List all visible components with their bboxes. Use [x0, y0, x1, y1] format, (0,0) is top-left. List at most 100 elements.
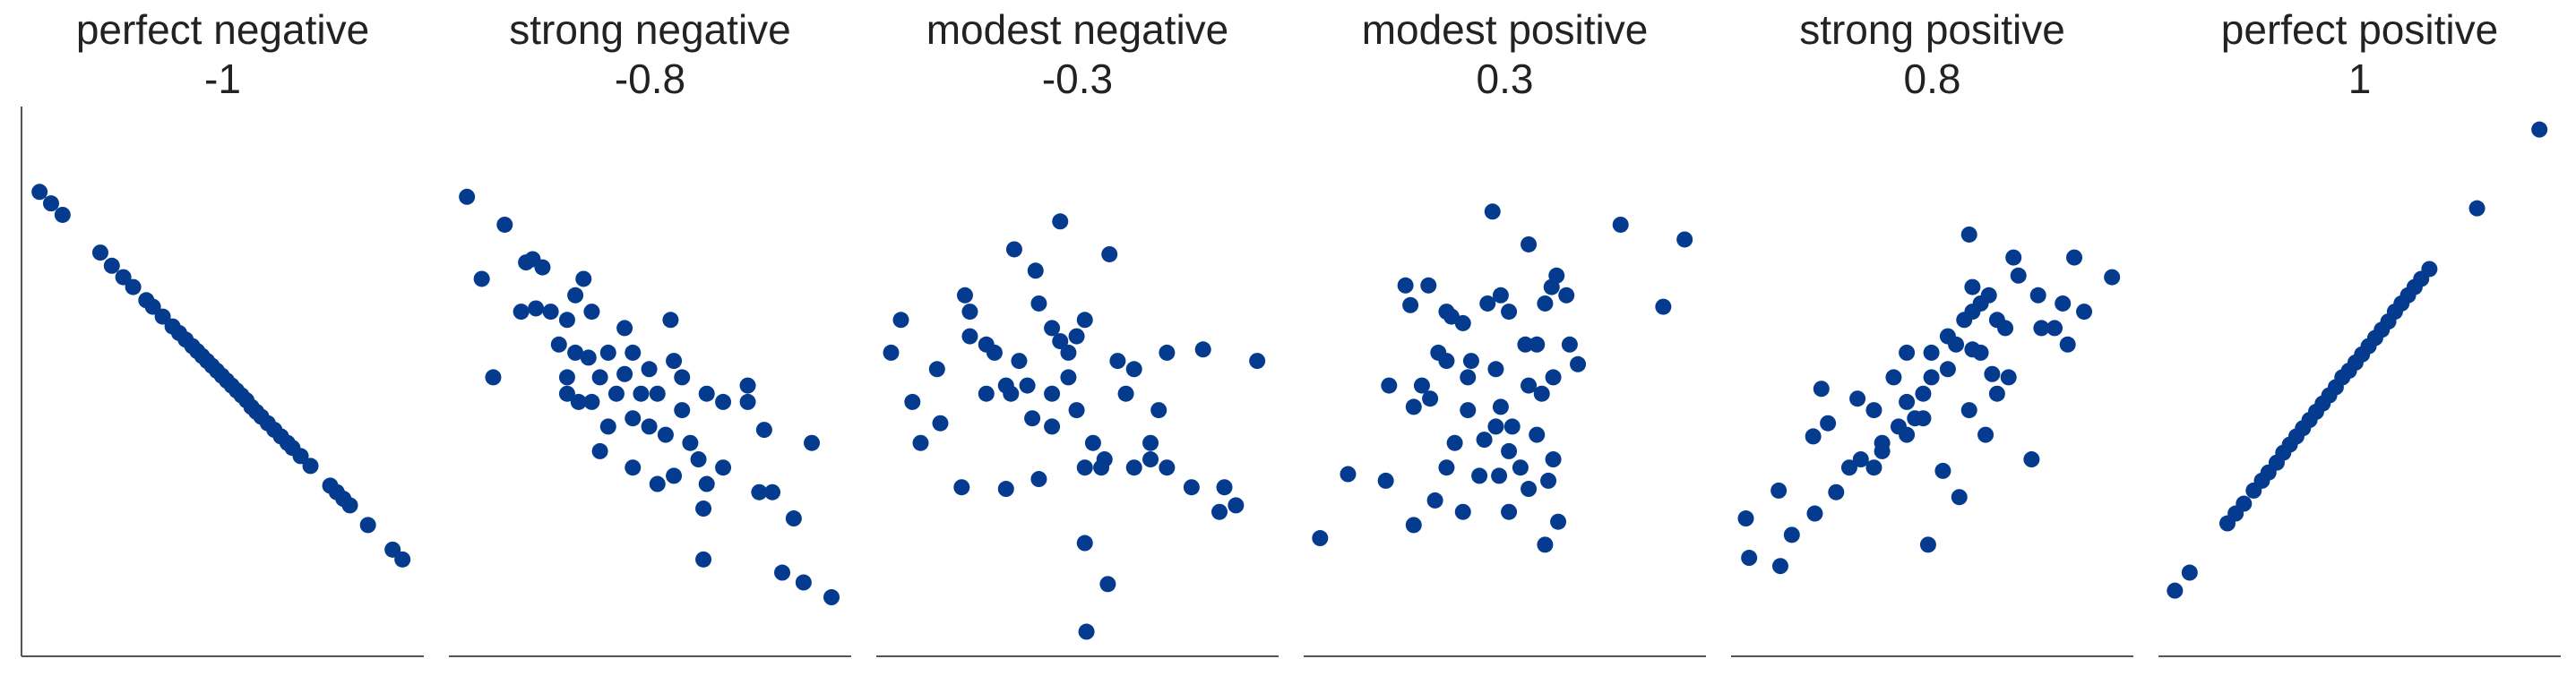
point: [1545, 369, 1562, 386]
point: [666, 467, 683, 484]
point: [1737, 510, 1754, 527]
point: [1570, 355, 1587, 372]
point: [1446, 434, 1463, 451]
point: [2046, 320, 2063, 337]
point: [1027, 262, 1044, 279]
point: [1676, 231, 1693, 248]
point: [1545, 451, 1562, 468]
point: [518, 254, 535, 271]
point: [1211, 503, 1228, 520]
point: [1024, 410, 1041, 427]
point: [1068, 328, 1085, 345]
point: [1529, 426, 1546, 443]
point: [513, 304, 530, 321]
point: [1852, 451, 1869, 468]
point: [1503, 418, 1521, 435]
point: [682, 434, 699, 451]
point: [1915, 385, 1932, 402]
point: [1060, 344, 1077, 361]
point: [1052, 333, 1069, 350]
point: [625, 459, 642, 476]
point: [785, 510, 802, 527]
point: [2468, 200, 2486, 217]
point: [1923, 369, 1940, 386]
point: [1159, 459, 1176, 476]
point: [2005, 249, 2022, 266]
point: [1919, 536, 1936, 553]
point: [473, 270, 490, 287]
point: [997, 481, 1014, 498]
point: [1044, 418, 1061, 435]
point: [1125, 459, 1142, 476]
point: [1142, 451, 1159, 468]
point: [1216, 479, 1233, 496]
point: [961, 328, 978, 345]
point: [1044, 320, 1061, 337]
point: [1125, 361, 1142, 378]
point: [1194, 341, 1211, 358]
point: [2000, 369, 2017, 386]
point: [698, 475, 715, 492]
point: [795, 574, 812, 591]
point: [1003, 385, 1020, 402]
point: [2033, 320, 2050, 337]
point: [1479, 295, 1496, 312]
panel-subtitle: -0.8: [615, 56, 685, 102]
point: [583, 393, 600, 410]
point: [1109, 353, 1126, 370]
point: [1899, 393, 1916, 410]
point: [739, 377, 756, 394]
point: [1076, 459, 1093, 476]
point: [751, 483, 768, 501]
point: [459, 188, 476, 205]
point: [1076, 312, 1093, 329]
point: [1771, 558, 1788, 575]
point: [1076, 535, 1093, 552]
point: [1770, 482, 1788, 499]
point: [1312, 530, 1329, 547]
point: [1899, 426, 1916, 443]
point: [1052, 213, 1069, 230]
panel-subtitle: -0.3: [1042, 56, 1113, 102]
point: [1655, 298, 1672, 315]
point: [2531, 121, 2548, 138]
point: [54, 206, 71, 223]
point: [1381, 377, 1398, 394]
point: [932, 415, 949, 432]
point: [1820, 415, 1837, 432]
point: [928, 361, 945, 378]
point: [1540, 472, 1557, 489]
point: [607, 385, 625, 402]
point: [1228, 497, 1245, 514]
point: [125, 278, 142, 295]
point: [695, 501, 712, 518]
point: [1422, 390, 1439, 407]
point: [1874, 434, 1891, 451]
point: [1487, 361, 1504, 378]
point: [1533, 385, 1550, 402]
point: [591, 442, 608, 459]
point: [1030, 471, 1047, 488]
point: [115, 269, 132, 286]
point: [1501, 304, 1518, 321]
point: [892, 312, 909, 329]
point: [1454, 503, 1471, 520]
point: [1078, 623, 1095, 640]
point: [384, 541, 401, 558]
point: [1521, 481, 1538, 498]
point: [1997, 320, 2014, 337]
point: [1377, 472, 1394, 489]
point: [1960, 226, 1977, 243]
point: [1484, 203, 1501, 220]
point: [1019, 377, 1036, 394]
point: [1476, 432, 1493, 449]
point: [690, 451, 707, 468]
point: [31, 184, 48, 201]
point: [1438, 459, 1455, 476]
point: [1030, 295, 1047, 312]
point: [674, 369, 691, 386]
point: [1402, 296, 1419, 313]
point: [1923, 344, 1940, 361]
point: [1537, 295, 1554, 312]
point: [1537, 536, 1554, 553]
